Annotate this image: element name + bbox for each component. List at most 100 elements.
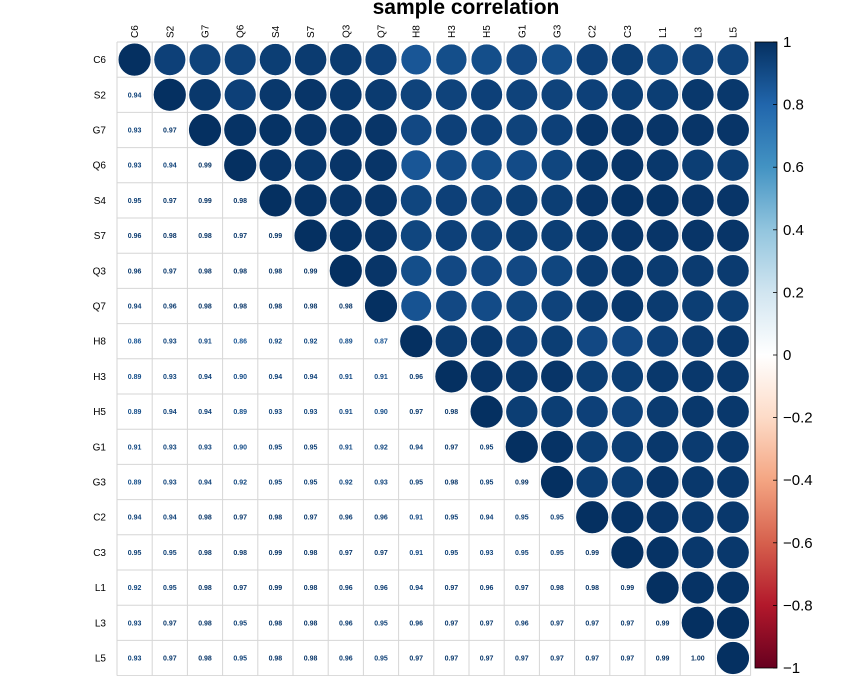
corr-circle-G7-G7 [188, 113, 222, 147]
corr-circle-C6-C6 [117, 42, 152, 77]
corr-circle-Q3-L3 [681, 254, 715, 288]
corr-value-G1-G7: 0.93 [198, 444, 212, 451]
corr-circle-G3-L3 [681, 465, 715, 499]
corr-circle-L3-L5 [716, 606, 750, 640]
corr-value-C2-Q6: 0.97 [233, 515, 247, 522]
corr-circle-H5-G1 [505, 395, 539, 428]
corr-value-C3-G7: 0.98 [198, 550, 212, 557]
corr-circle-C6-H3 [435, 43, 468, 76]
corr-value-S4-Q6: 0.98 [233, 198, 247, 205]
colorbar-tick-label: −0.6 [783, 535, 813, 552]
corr-circle-S2-Q3 [329, 78, 363, 112]
corr-value-G1-Q7: 0.92 [374, 444, 388, 451]
row-labels: C6 S2 G7 Q6 S4 S7 Q3 Q7 H8 H3 H5 G1 G3 C2 C3 L1 L3 L5 [93, 55, 107, 664]
corr-circle-S4-C2 [575, 183, 609, 217]
corr-value-L3-H3: 0.97 [445, 620, 459, 627]
corr-value-Q3-S4: 0.98 [269, 268, 283, 275]
corr-value-L3-C3: 0.97 [621, 620, 635, 627]
corr-circle-S7-Q3 [329, 218, 363, 253]
corr-circle-C3-L5 [716, 535, 750, 569]
corr-value-L3-S4: 0.98 [269, 620, 283, 627]
corr-value-L5-S2: 0.97 [163, 656, 177, 663]
corr-circle-Q6-G1 [505, 149, 538, 182]
corr-circle-G1-G1 [505, 430, 539, 464]
corr-circle-L1-L5 [716, 570, 750, 605]
corr-circle-S7-S7 [293, 218, 328, 253]
corr-circle-Q7-L1 [646, 289, 679, 323]
corr-circle-S4-Q7 [364, 183, 398, 217]
corr-circle-C6-L3 [681, 43, 714, 76]
corr-circle-G7-Q3 [329, 113, 363, 147]
corr-value-C3-Q3: 0.97 [339, 550, 353, 557]
corr-value-Q6-G7: 0.99 [198, 163, 212, 170]
corr-circle-Q7-G3 [540, 289, 574, 323]
corr-circle-G7-S4 [258, 113, 293, 147]
corr-circle-C6-G1 [505, 43, 538, 76]
corr-value-H3-Q7: 0.91 [374, 374, 388, 381]
corr-value-Q3-C6: 0.96 [128, 268, 142, 275]
col-label-C3: C3 [623, 25, 634, 38]
corr-value-L1-C6: 0.92 [128, 585, 142, 592]
row-label-S7: S7 [94, 231, 107, 242]
corr-circle-S2-S7 [294, 78, 328, 112]
corr-value-G3-H3: 0.98 [445, 480, 459, 487]
corr-circle-Q7-L5 [716, 289, 750, 323]
corr-value-H8-S2: 0.93 [163, 339, 177, 346]
corr-circle-Q3-C2 [575, 254, 609, 288]
corr-circle-G3-G3 [540, 465, 574, 499]
row-label-S4: S4 [94, 196, 107, 207]
corr-value-L5-G1: 0.97 [515, 656, 529, 663]
corr-value-G1-S2: 0.93 [163, 444, 177, 451]
corr-circle-Q3-Q3 [329, 254, 363, 288]
corr-value-G3-S4: 0.95 [269, 480, 283, 487]
corr-circle-G7-C2 [575, 113, 609, 147]
corr-circle-G7-H8 [400, 114, 433, 146]
corr-value-L1-Q3: 0.96 [339, 585, 353, 592]
corr-circle-Q3-Q7 [364, 254, 398, 288]
corr-value-C3-G1: 0.95 [515, 550, 529, 557]
corr-value-G3-Q7: 0.93 [374, 480, 388, 487]
corr-value-C2-S4: 0.98 [269, 515, 283, 522]
corr-circle-H5-L5 [716, 395, 750, 429]
corr-circle-S2-L3 [681, 78, 715, 112]
corr-circle-C2-L1 [646, 500, 680, 534]
corr-circle-H5-G3 [540, 395, 574, 428]
corr-circle-G7-G3 [540, 113, 574, 147]
corr-circle-L3-L3 [681, 606, 715, 640]
corr-circle-G7-L5 [716, 113, 750, 147]
corr-value-H5-H8: 0.97 [409, 409, 423, 416]
corr-circle-H5-C2 [575, 395, 609, 428]
corr-circle-S2-C2 [575, 78, 609, 112]
corr-circle-S7-H5 [470, 219, 503, 252]
corr-value-S4-G7: 0.99 [198, 198, 212, 205]
corr-value-L5-H3: 0.97 [445, 656, 459, 663]
corr-circle-C3-L1 [645, 535, 680, 570]
corr-circle-S7-H3 [435, 219, 468, 252]
corr-value-C2-G7: 0.98 [198, 515, 212, 522]
corr-circle-Q7-C2 [575, 289, 609, 323]
corr-value-H3-S7: 0.94 [304, 374, 318, 381]
corr-value-Q7-Q6: 0.98 [233, 304, 247, 311]
row-label-G3: G3 [93, 478, 107, 489]
color-legend: 1 0.8 0.6 0.4 0.2 0 −0.2 −0.4 −0.6 −0.8 −1 [754, 34, 813, 676]
colorbar-tick-label: 0.8 [783, 97, 804, 114]
corr-value-L3-S2: 0.97 [163, 620, 177, 627]
corr-circle-S4-H8 [400, 184, 433, 217]
row-label-C6: C6 [93, 55, 106, 66]
row-label-H5: H5 [93, 407, 106, 418]
corr-circle-H8-G3 [540, 324, 574, 358]
corr-value-H3-H8: 0.96 [409, 374, 423, 381]
corr-value-G3-Q6: 0.92 [233, 480, 247, 487]
row-label-C2: C2 [93, 513, 106, 524]
corr-value-L5-L1: 0.99 [656, 656, 670, 663]
corr-circle-C2-C2 [575, 500, 609, 534]
corr-circle-S4-Q3 [329, 183, 363, 217]
corr-value-H5-C6: 0.89 [128, 409, 142, 416]
col-label-C6: C6 [130, 25, 141, 38]
corr-value-S7-G7: 0.98 [198, 233, 212, 240]
corr-value-H5-Q6: 0.89 [233, 409, 247, 416]
corr-circle-H3-L3 [681, 359, 715, 393]
corr-value-Q7-S7: 0.98 [304, 304, 318, 311]
row-label-L3: L3 [95, 618, 107, 629]
corr-circle-H8-H5 [470, 324, 504, 358]
